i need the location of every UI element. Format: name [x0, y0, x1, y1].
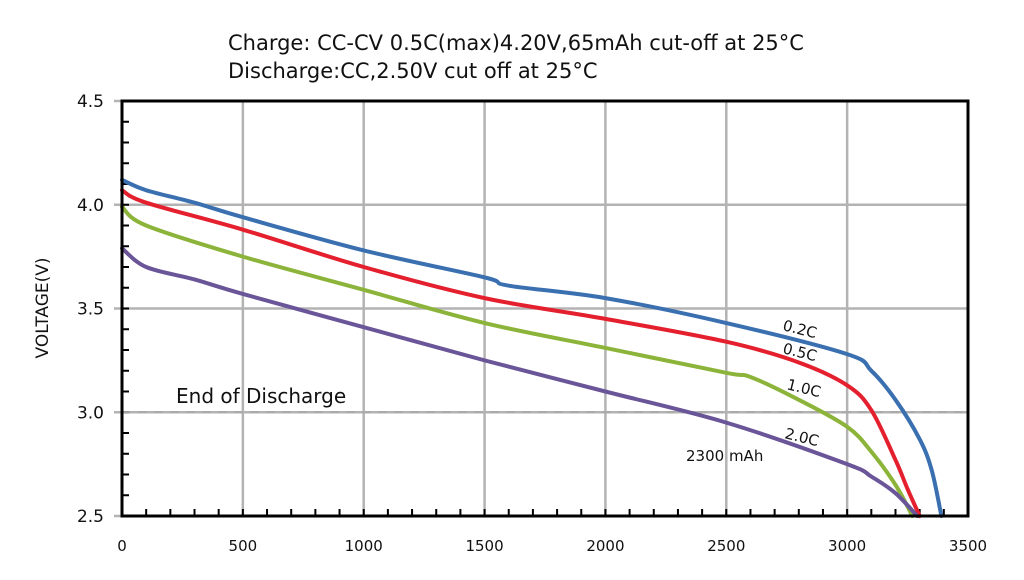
y-tick-labels: 2.5 3.0 3.5 4.0 4.5 [77, 92, 104, 527]
x-tick-label: 3000 [828, 537, 866, 555]
y-tick-label: 4.0 [77, 196, 104, 216]
y-tick-label: 3.5 [77, 300, 104, 320]
series-line-0.2C [120, 177, 944, 518]
x-tick-label: 500 [229, 537, 258, 555]
series-label-2.0C: 2.0C [783, 424, 821, 450]
y-tick-label: 3.0 [77, 403, 104, 423]
series-line-2.0C [120, 246, 920, 518]
x-tick-label: 0 [117, 537, 127, 555]
x-tick-label: 1500 [465, 537, 503, 555]
x-tick-label: 3500 [949, 537, 987, 555]
chart-title-line-2: Discharge:CC,2.50V cut off at 25°C [228, 59, 597, 83]
y-axis-label: VOLTAGE(V) [33, 257, 53, 358]
series-line-1.0C [120, 204, 915, 518]
y-tick-label: 4.5 [77, 92, 104, 112]
x-tick-label: 2000 [586, 537, 624, 555]
plot-frame [120, 99, 970, 518]
x-tick-label: 1000 [345, 537, 383, 555]
x-tick-label: 2500 [707, 537, 745, 555]
series-lines [120, 177, 944, 518]
series-line-0.5C [120, 188, 922, 518]
y-tick-label: 2.5 [77, 507, 104, 527]
end-of-discharge-label: End of Discharge [176, 384, 346, 408]
x-tick-labels: 0 500 1000 1500 2000 2500 3000 3500 [117, 537, 987, 555]
capacity-annotation: 2300 mAh [686, 447, 763, 465]
chart-title-line-1: Charge: CC-CV 0.5C(max)4.20V,65mAh cut-o… [228, 31, 804, 55]
